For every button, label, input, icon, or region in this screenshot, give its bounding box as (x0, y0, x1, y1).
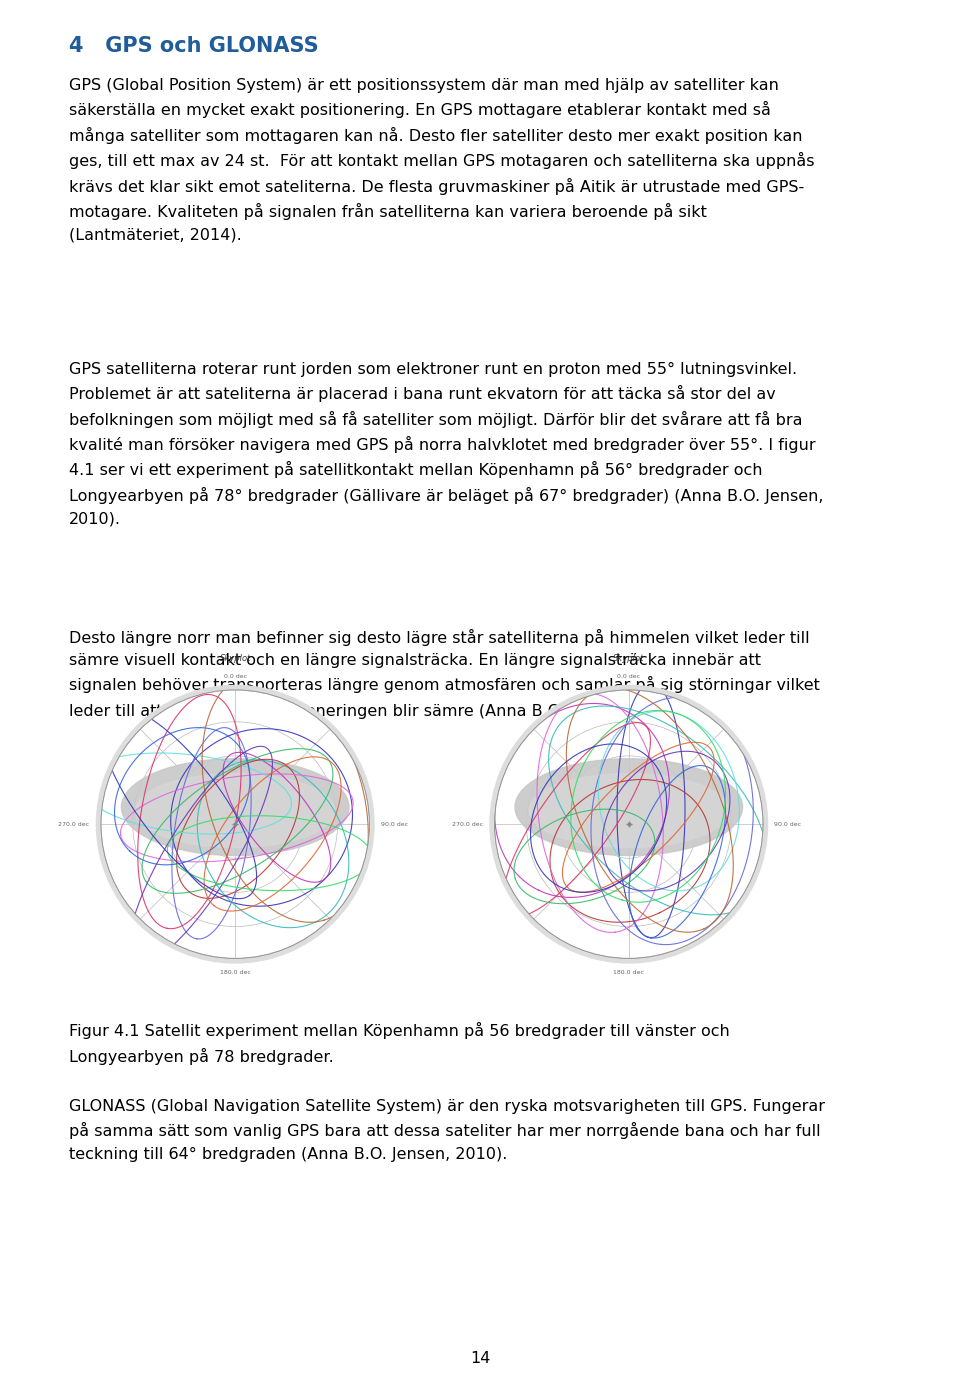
Text: 180.0 dec: 180.0 dec (613, 970, 644, 975)
Circle shape (490, 686, 768, 963)
Text: GPS (Global Position System) är ett positionssystem där man med hjälp av satelli: GPS (Global Position System) är ett posi… (69, 78, 815, 242)
Circle shape (101, 690, 370, 958)
Text: 90.0 dec: 90.0 dec (381, 822, 408, 826)
Text: 270.0 dec: 270.0 dec (59, 822, 89, 826)
Text: Skyplot: Skyplot (220, 654, 251, 662)
Text: 0.0 dec: 0.0 dec (224, 673, 247, 679)
Ellipse shape (529, 773, 729, 847)
Ellipse shape (515, 758, 743, 855)
Text: 4   GPS och GLONASS: 4 GPS och GLONASS (69, 36, 319, 56)
Ellipse shape (135, 773, 335, 847)
Circle shape (494, 690, 763, 958)
Ellipse shape (121, 758, 349, 855)
Text: 270.0 dec: 270.0 dec (452, 822, 483, 826)
Text: Skyplot: Skyplot (613, 654, 644, 662)
Text: GLONASS (Global Navigation Satellite System) är den ryska motsvarigheten till GP: GLONASS (Global Navigation Satellite Sys… (69, 1099, 826, 1161)
Text: GPS satelliterna roterar runt jorden som elektroner runt en proton med 55° lutni: GPS satelliterna roterar runt jorden som… (69, 362, 824, 526)
Text: 0.0 dec: 0.0 dec (617, 673, 640, 679)
Text: Desto längre norr man befinner sig desto lägre står satelliterna på himmelen vil: Desto längre norr man befinner sig desto… (69, 629, 820, 719)
Circle shape (96, 686, 374, 963)
Text: 180.0 dec: 180.0 dec (220, 970, 251, 975)
Text: 90.0 dec: 90.0 dec (775, 822, 802, 826)
Text: Figur 4.1 Satellit experiment mellan Köpenhamn på 56 bredgrader till vänster och: Figur 4.1 Satellit experiment mellan Köp… (69, 1022, 730, 1066)
Text: 14: 14 (469, 1351, 491, 1366)
